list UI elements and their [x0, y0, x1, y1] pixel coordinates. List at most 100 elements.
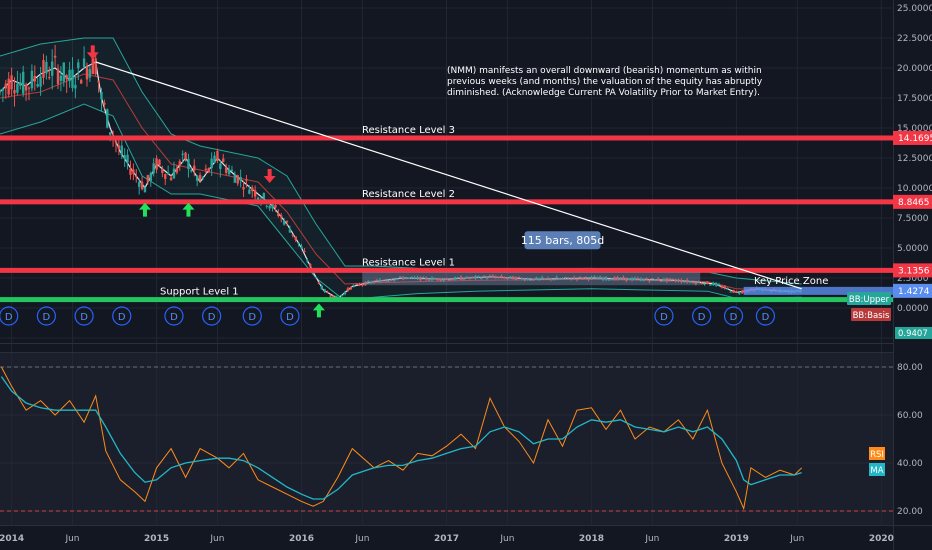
price-tick-label: 17.5000	[897, 94, 932, 104]
candle-body	[390, 280, 393, 282]
candle-body	[587, 278, 590, 280]
candle-body	[694, 282, 698, 284]
candle-body	[729, 291, 732, 293]
dividend-marker[interactable]	[36, 306, 56, 326]
candle-body	[613, 277, 616, 281]
level-label: Resistance Level 2	[362, 189, 455, 200]
rsi-tick-label: 60.00	[897, 411, 923, 421]
rsi-ma-line[interactable]	[0, 376, 802, 500]
candle-body	[42, 59, 45, 78]
trendline[interactable]	[95, 61, 802, 290]
candle-body	[593, 276, 596, 278]
candle-body	[393, 280, 396, 282]
candle-body	[343, 292, 347, 295]
dividend-marker-label: D	[118, 312, 126, 323]
rsi-pane[interactable]	[0, 366, 893, 512]
annotation-line: previous weeks (and months) the valuatio…	[447, 77, 763, 87]
candle-body	[230, 169, 234, 171]
candle-body	[709, 284, 712, 286]
candle-body	[509, 276, 512, 278]
legend-bb-upper-badge	[847, 292, 891, 305]
candle-body	[56, 68, 60, 84]
price-pane[interactable]: Resistance Level 3 Resistance Level 2 Resi…	[0, 37, 893, 326]
candle-body	[396, 278, 399, 280]
candle-body	[62, 62, 65, 82]
dividend-marker[interactable]	[74, 306, 94, 326]
legend-bb-basis-label: BB:Basis	[853, 311, 890, 321]
rsi-line[interactable]	[0, 366, 803, 511]
dividend-marker[interactable]	[692, 306, 712, 326]
candle-body	[367, 281, 370, 283]
candle-body	[161, 169, 164, 173]
candle-body	[108, 132, 112, 135]
candle-body	[425, 277, 428, 280]
dividend-marker-label: D	[730, 312, 738, 323]
candle-body	[262, 192, 266, 199]
candle-body	[433, 278, 437, 280]
level-line[interactable]	[0, 135, 893, 141]
candle-body	[468, 277, 471, 279]
candle-body	[24, 84, 28, 91]
candle-body	[668, 278, 671, 281]
candle-body	[549, 278, 553, 280]
candle-body	[175, 168, 179, 173]
dividend-marker-label: D	[286, 312, 294, 323]
grid	[0, 0, 893, 525]
candle-body	[683, 281, 686, 283]
candle-body	[129, 168, 132, 175]
candle-body	[248, 189, 251, 194]
candle-body	[317, 282, 321, 284]
dividend-marker[interactable]	[654, 306, 674, 326]
candle-body	[274, 204, 277, 208]
candle-body	[372, 281, 376, 283]
dividend-marker[interactable]	[755, 306, 776, 326]
date-range-box[interactable]	[362, 272, 701, 286]
time-tick-label: 2020	[869, 534, 894, 544]
candle-body	[285, 221, 289, 223]
candle-body	[700, 283, 703, 285]
candle-body	[526, 278, 529, 280]
level-line[interactable]	[0, 267, 893, 273]
candle-body	[271, 202, 274, 209]
candle-body	[190, 170, 193, 172]
dividend-marker[interactable]	[112, 306, 132, 326]
dividend-marker-label: D	[5, 312, 13, 323]
candle-body	[135, 175, 138, 177]
candle-body	[277, 213, 280, 217]
time-axis[interactable]: 2014 Jun 2015 Jun 2016 Jun 2017 Jun 2018 Jun 2019 J…	[0, 534, 894, 544]
candle-body	[732, 289, 735, 293]
candle-body	[369, 281, 373, 283]
candle-body	[364, 281, 367, 286]
dividend-marker[interactable]	[164, 306, 184, 326]
rsi-axis[interactable]: 80.00 60.00 40.00 20.00	[897, 363, 923, 517]
candle-body	[201, 176, 205, 178]
candle-body	[645, 278, 648, 280]
candle-body	[511, 276, 515, 280]
candle-body	[164, 173, 167, 179]
candle-body	[598, 276, 602, 279]
price-axis[interactable]: 25.0000 22.5000 20.0000 17.5000 15.0000 12.50…	[893, 4, 932, 339]
candle-body	[137, 182, 141, 187]
dividend-marker[interactable]	[0, 306, 19, 326]
dividend-marker[interactable]	[242, 306, 262, 326]
dividend-marker[interactable]	[723, 306, 744, 326]
dividend-marker[interactable]	[280, 306, 300, 326]
candle-body	[714, 282, 718, 286]
candle-body	[375, 280, 379, 282]
candle-body	[607, 279, 611, 281]
candle-body	[68, 69, 71, 82]
candle-body	[224, 167, 228, 173]
level-line[interactable]	[0, 297, 893, 303]
dividend-marker[interactable]	[202, 306, 222, 326]
candle-body	[445, 279, 448, 281]
legend-rsi-label: RSI	[870, 450, 884, 460]
candle-body	[712, 282, 715, 285]
candle-body	[378, 279, 382, 283]
dividend-marker-label: D	[170, 312, 178, 323]
candle-body	[146, 175, 150, 182]
candle-body	[384, 280, 387, 282]
level-line[interactable]	[0, 199, 893, 205]
candle-body	[233, 175, 237, 183]
candle-body	[7, 78, 10, 95]
key-price-zone-bar[interactable]	[743, 286, 893, 295]
